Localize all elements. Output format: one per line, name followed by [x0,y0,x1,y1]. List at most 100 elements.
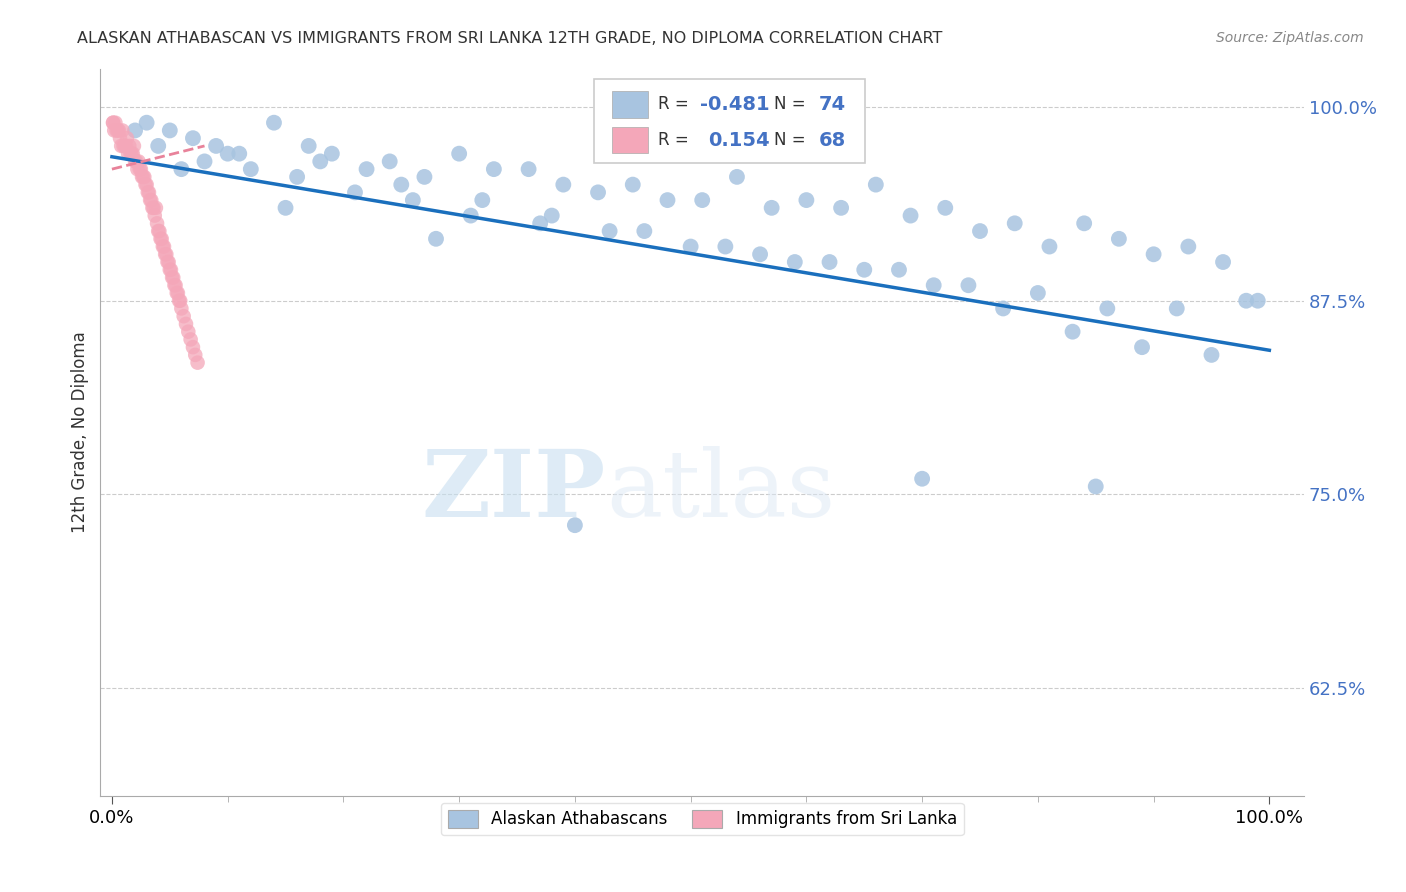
Point [783,255,806,269]
Point [239,162,262,177]
Point [104,116,127,130]
Point [690,193,713,207]
Point [725,169,748,184]
Text: ALASKAN ATHABASCAN VS IMMIGRANTS FROM SRI LANKA 12TH GRADE, NO DIPLOMA CORRELATI: ALASKAN ATHABASCAN VS IMMIGRANTS FROM SR… [77,31,942,46]
Point [321,146,343,161]
Point [166,285,188,300]
Point [564,518,586,533]
Point [152,239,174,253]
Point [853,262,876,277]
Point [149,232,172,246]
Point [482,162,505,177]
Point [586,186,609,200]
Point [1201,348,1223,362]
Point [1097,301,1119,316]
Text: N =: N = [775,131,811,149]
Point [148,224,170,238]
Point [1062,325,1084,339]
Point [134,178,156,192]
Point [120,146,142,161]
FancyBboxPatch shape [612,128,648,153]
Point [181,340,204,354]
Point [957,278,980,293]
Point [135,116,157,130]
Point [425,232,447,246]
Point [170,301,193,316]
Point [1166,301,1188,316]
Point [413,169,436,184]
Point [160,270,183,285]
Point [129,162,152,177]
Point [139,193,162,207]
Point [121,146,143,161]
Point [146,216,169,230]
Text: R =: R = [658,95,693,113]
Point [263,116,285,130]
Point [714,239,737,253]
Point [141,201,163,215]
Point [1247,293,1270,308]
Point [633,224,655,238]
Point [911,472,934,486]
Point [111,123,134,137]
Legend: Alaskan Athabascans, Immigrants from Sri Lanka: Alaskan Athabascans, Immigrants from Sri… [441,803,963,835]
Point [1212,255,1234,269]
Point [108,123,131,137]
Point [356,162,378,177]
Point [153,239,176,253]
Point [1177,239,1199,253]
Text: 0.154: 0.154 [709,131,770,150]
Point [599,224,621,238]
Text: 68: 68 [818,131,846,150]
Point [228,146,250,161]
Text: Source: ZipAtlas.com: Source: ZipAtlas.com [1216,31,1364,45]
Point [298,139,321,153]
Point [449,146,471,161]
Point [131,169,153,184]
Point [128,154,150,169]
Point [1038,239,1060,253]
Point [1130,340,1153,354]
Point [160,262,183,277]
Point [153,247,176,261]
Point [1084,479,1107,493]
Point [156,255,179,269]
Point [107,123,129,137]
Point [159,262,181,277]
Point [125,154,148,169]
Point [145,201,167,215]
Point [540,209,562,223]
Point [167,285,190,300]
Point [187,356,209,370]
Point [818,255,841,269]
Point [184,348,207,362]
Point [103,123,125,137]
Point [101,116,124,130]
Point [180,333,202,347]
Point [117,146,139,161]
Point [309,154,332,169]
Point [150,232,173,246]
Point [114,139,136,153]
Point [529,216,551,230]
Text: ZIP: ZIP [422,445,606,535]
Text: -0.481: -0.481 [700,95,769,114]
Point [128,162,150,177]
Point [132,169,155,184]
Point [110,139,132,153]
FancyBboxPatch shape [612,91,648,118]
Point [148,224,170,238]
Point [621,178,644,192]
Point [657,193,679,207]
Point [114,139,136,153]
Point [389,178,412,192]
Point [934,201,956,215]
Text: N =: N = [775,95,811,113]
Text: R =: R = [658,131,693,149]
Point [115,131,138,145]
Point [124,123,146,137]
Point [378,154,401,169]
Point [134,169,156,184]
Point [177,325,200,339]
Text: atlas: atlas [606,445,835,535]
